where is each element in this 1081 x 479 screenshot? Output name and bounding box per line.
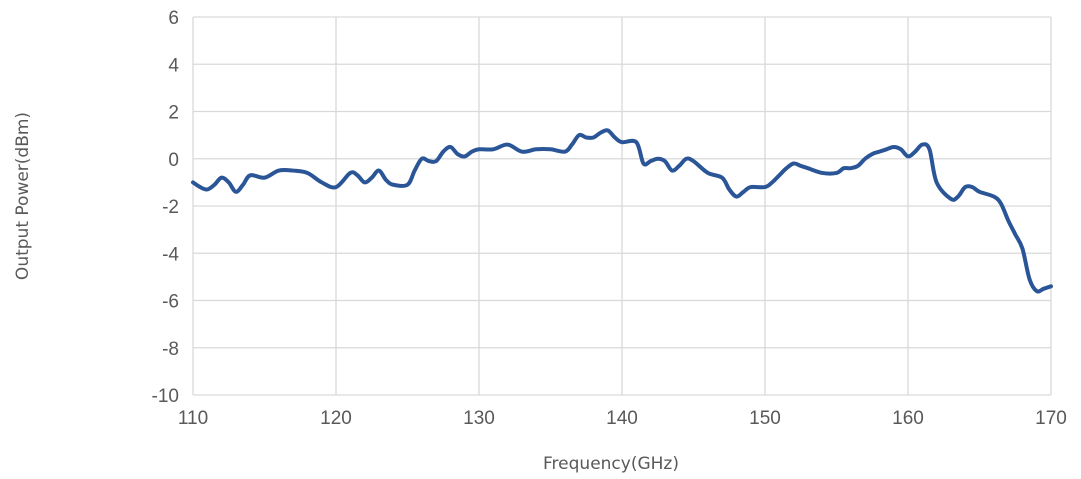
y-tick-labels: 6 4 2 0 -2 -4 -6 -8 -10 [152,8,180,407]
x-axis-title: Frequency(GHz) [543,454,679,474]
x-tick-label: 130 [463,408,495,429]
grid-lines [192,16,1052,396]
y-tick-label: 4 [168,55,179,76]
x-tick-labels: 110 120 130 140 150 160 170 [178,408,1067,429]
y-tick-label: 0 [168,150,179,171]
y-tick-label: 2 [168,103,179,124]
y-tick-label: -2 [162,197,179,218]
y-tick-label: -6 [162,292,179,313]
series-layer [191,128,1053,294]
x-tick-label: 120 [320,408,352,429]
y-tick-label: -10 [152,386,179,407]
y-axis-title: Output Power(dBm) [13,112,33,280]
x-tick-label: 110 [178,408,208,429]
y-tick-label: 6 [168,8,179,29]
x-tick-label: 150 [749,408,781,429]
y-tick-label: -4 [162,244,179,265]
x-tick-label: 140 [606,408,638,429]
series-line-0 [191,128,1053,294]
y-tick-label: -8 [162,339,179,360]
x-tick-label: 170 [1035,408,1067,429]
x-tick-label: 160 [892,408,924,429]
